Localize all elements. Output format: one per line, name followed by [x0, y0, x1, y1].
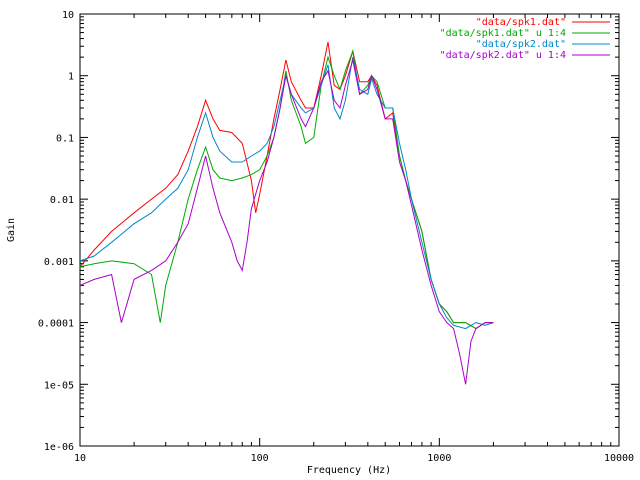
plot-frame — [79, 13, 620, 447]
y-axis-title: Gain — [6, 218, 17, 242]
y-tick-label: 1 — [68, 72, 74, 83]
x-tick-label: 10 — [74, 453, 86, 464]
x-tick-label: 10000 — [604, 453, 634, 464]
y-tick-label: 0.1 — [56, 133, 74, 144]
y-tick-label: 0.001 — [44, 257, 74, 268]
y-tick-label: 1e-05 — [44, 380, 74, 391]
legend: "data/spk1.dat""data/spk1.dat" u 1:4"dat… — [440, 17, 610, 61]
series-line-2 — [79, 49, 494, 330]
y-tick-label: 10 — [62, 10, 74, 21]
legend-label-4: "data/spk2.dat" u 1:4 — [440, 50, 566, 61]
legend-label-2: "data/spk1.dat" u 1:4 — [440, 28, 566, 39]
y-tick-label: 0.01 — [50, 195, 74, 206]
series-group — [79, 42, 494, 385]
x-axis-title: Frequency (Hz) — [307, 465, 391, 476]
legend-label-1: "data/spk1.dat" — [476, 17, 566, 28]
y-tick-label: 1e-06 — [44, 442, 74, 453]
x-tick-label: 100 — [251, 453, 269, 464]
axis-ticks: 10 100 1000 10000 10 1 0.1 0.01 0.001 0.0001 1e-05… — [38, 10, 634, 464]
x-tick-label: 1000 — [427, 453, 451, 464]
series-line-4 — [79, 59, 494, 385]
legend-label-3: "data/spk2.dat" — [476, 39, 566, 50]
y-tick-label: 0.0001 — [38, 319, 74, 330]
